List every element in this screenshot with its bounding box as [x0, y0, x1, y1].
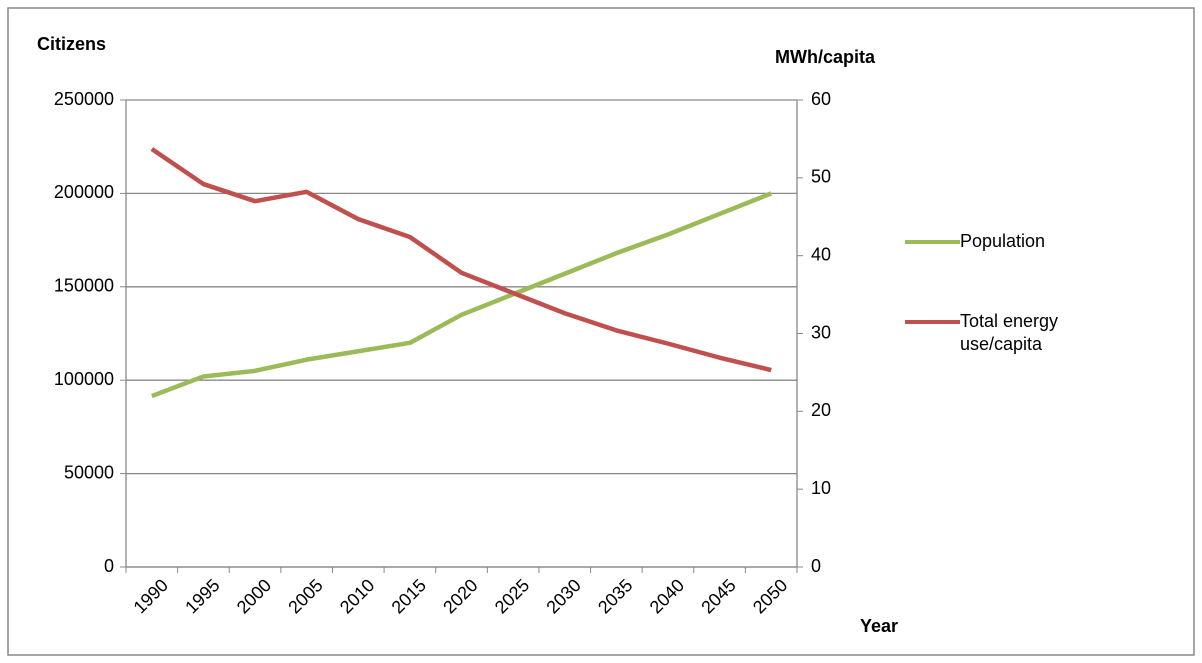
y2-tick-label: 60 [811, 89, 831, 109]
legend-swatch [905, 240, 960, 244]
y-tick-label: 200000 [54, 182, 114, 202]
x-tick-label: 2010 [336, 575, 378, 617]
x-tick-label: 2050 [749, 575, 791, 617]
x-tick-label: 2025 [491, 575, 533, 617]
series-line [150, 147, 772, 373]
y2-tick-label: 40 [811, 244, 831, 264]
y-tick-label: 150000 [54, 276, 114, 296]
x-tick-label: 2040 [646, 575, 688, 617]
y-axis-title: Citizens [37, 34, 106, 54]
legend-label: Population [960, 231, 1046, 251]
y2-axis-title: MWh/capita [775, 47, 876, 67]
x-tick-label: 2005 [284, 575, 326, 617]
x-axis-title: Year [860, 616, 898, 636]
legend-item: Population [905, 230, 1080, 253]
legend-swatch [905, 320, 960, 324]
y2-tick-label: 20 [811, 400, 831, 420]
legend-label: Total energy use/capita [960, 311, 1059, 354]
x-tick-label: 2035 [594, 575, 636, 617]
y-tick-label: 50000 [64, 462, 114, 482]
y2-tick-label: 0 [811, 556, 821, 576]
x-tick-label: 2015 [388, 575, 430, 617]
x-tick-label: 1995 [181, 575, 223, 617]
y2-tick-label: 30 [811, 322, 831, 342]
legend-item: Total energy use/capita [905, 310, 1080, 356]
y-tick-label: 250000 [54, 89, 114, 109]
x-tick-label: 1990 [130, 575, 172, 617]
series-line [151, 191, 773, 399]
chart-border [7, 7, 1195, 656]
y-tick-label: 100000 [54, 369, 114, 389]
x-tick-label: 2030 [542, 575, 584, 617]
y2-tick-label: 50 [811, 167, 831, 187]
y-tick-label: 0 [104, 556, 114, 576]
y2-tick-label: 10 [811, 478, 831, 498]
x-tick-label: 2000 [233, 575, 275, 617]
x-tick-label: 2045 [697, 575, 739, 617]
x-tick-label: 2020 [439, 575, 481, 617]
